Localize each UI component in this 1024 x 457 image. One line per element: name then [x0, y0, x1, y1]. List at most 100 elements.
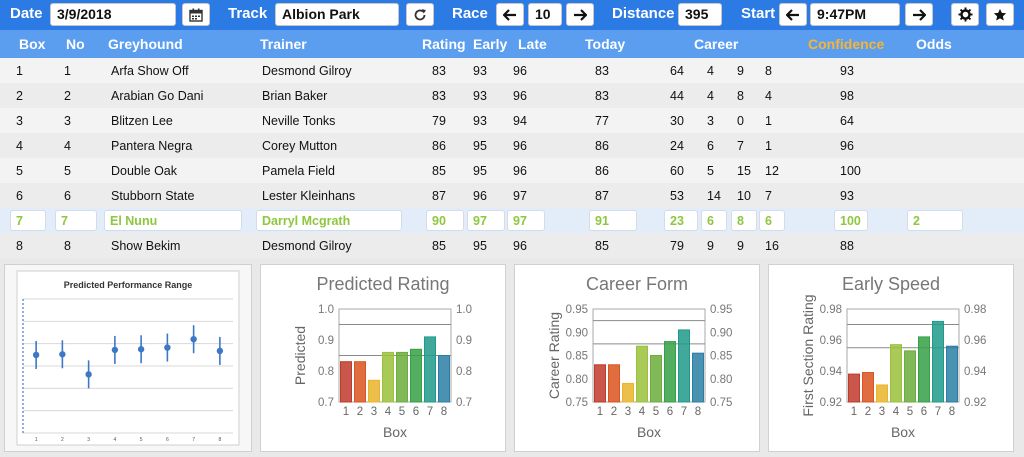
cell-career-wins[interactable]: 6 [701, 210, 727, 231]
cell-career-starts: 64 [670, 64, 684, 78]
date-input[interactable]: 3/9/2018 [50, 3, 176, 26]
cell-rating: 85 [432, 164, 446, 178]
favorite-button[interactable] [986, 3, 1014, 26]
settings-button[interactable] [951, 3, 979, 26]
start-next-button[interactable] [905, 3, 933, 26]
cell-late[interactable]: 97 [507, 210, 545, 231]
cell-today: 85 [595, 239, 609, 253]
track-input[interactable]: Albion Park [275, 3, 399, 26]
cell-career-starts: 44 [670, 89, 684, 103]
cell-box: 3 [16, 114, 23, 128]
col-today[interactable]: Today [585, 36, 626, 52]
x-tick-label: 2 [611, 406, 617, 418]
race-next-button[interactable] [566, 3, 594, 26]
table-row[interactable]: 3 3 Blitzen Lee Neville Tonks 79 93 94 7… [0, 108, 1024, 133]
track-label: Track [228, 5, 268, 22]
race-input[interactable]: 10 [528, 3, 562, 26]
table-row[interactable]: 2 2 Arabian Go Dani Brian Baker 83 93 96… [0, 83, 1024, 108]
refresh-icon [414, 8, 426, 20]
cell-career-seconds[interactable]: 8 [731, 210, 757, 231]
x-tick-label: 4 [113, 437, 116, 443]
cell-career-thirds: 1 [765, 139, 772, 153]
cell-greyhound: Double Oak [111, 164, 178, 178]
date-label: Date [10, 5, 43, 22]
y-tick-label-right: 0.95 [710, 304, 732, 316]
y-tick-label-right: 0.90 [710, 327, 732, 339]
start-time-input[interactable]: 9:47PM [810, 3, 900, 26]
y-tick-label: 0.94 [820, 366, 843, 378]
cell-trainer[interactable]: Darryl Mcgrath [256, 210, 402, 231]
y-tick-label-right: 0.8 [456, 366, 472, 378]
col-confidence[interactable]: Confidence [808, 36, 885, 52]
y-tick-label: 0.96 [820, 335, 842, 347]
cell-greyhound: Pantera Negra [111, 139, 193, 153]
cell-rating: 87 [432, 189, 446, 203]
cell-greyhound: Arabian Go Dani [111, 89, 204, 103]
col-box[interactable]: Box [19, 36, 46, 52]
bar [594, 364, 606, 403]
col-rating[interactable]: Rating [422, 36, 466, 52]
predicted-rating-chart: 0.7 0.7 0.8 0.8 0.9 0.9 1.0 1.0 1 2 3 4 5 6 7 8 Box Predi… [292, 304, 472, 440]
x-tick-label: 6 [667, 406, 673, 418]
cell-late: 96 [513, 89, 527, 103]
cell-greyhound: Show Bekim [111, 239, 181, 253]
col-career[interactable]: Career [694, 36, 739, 52]
cell-confidence: 93 [840, 64, 854, 78]
race-prev-button[interactable] [496, 3, 524, 26]
table-row[interactable]: 1 1 Arfa Show Off Desmond Gilroy 83 93 9… [0, 58, 1024, 83]
refresh-button[interactable] [406, 3, 434, 26]
cell-box[interactable]: 7 [10, 210, 46, 231]
col-early[interactable]: Early [473, 36, 508, 52]
col-late[interactable]: Late [518, 36, 547, 52]
cell-trainer: Desmond Gilroy [262, 64, 352, 78]
data-point [190, 336, 197, 343]
calendar-button[interactable] [182, 3, 210, 26]
cell-confidence: 64 [840, 114, 854, 128]
cell-rating: 86 [432, 139, 446, 153]
bar [890, 344, 902, 403]
cell-early[interactable]: 97 [467, 210, 505, 231]
cell-career-thirds[interactable]: 6 [759, 210, 785, 231]
cell-odds[interactable]: 2 [907, 210, 963, 231]
x-axis-label: Box [891, 424, 915, 440]
x-tick-label: 3 [87, 437, 90, 443]
cell-confidence: 88 [840, 239, 854, 253]
table-row[interactable]: 6 6 Stubborn State Lester Kleinhans 87 9… [0, 183, 1024, 208]
cell-career-wins: 14 [707, 189, 721, 203]
cell-career-wins: 4 [707, 89, 714, 103]
cell-no: 4 [64, 139, 71, 153]
x-tick-label: 1 [35, 437, 38, 443]
data-point [32, 351, 40, 359]
table-row-selected[interactable]: 7 7 El Nunu Darryl Mcgrath 90 97 97 91 2… [0, 208, 1024, 233]
col-odds[interactable]: Odds [916, 36, 952, 52]
cell-career-wins: 9 [707, 239, 714, 253]
start-prev-button[interactable] [779, 3, 807, 26]
cell-early: 95 [473, 139, 487, 153]
cell-no: 8 [64, 239, 71, 253]
cell-rating[interactable]: 90 [426, 210, 464, 231]
table-row[interactable]: 5 5 Double Oak Pamela Field 85 95 96 86 … [0, 158, 1024, 183]
cell-late: 96 [513, 164, 527, 178]
col-trainer[interactable]: Trainer [260, 36, 307, 52]
cell-confidence[interactable]: 100 [834, 210, 868, 231]
x-tick-label: 6 [413, 406, 419, 418]
cell-career-starts: 30 [670, 114, 684, 128]
y-tick-label-right: 0.75 [710, 397, 732, 409]
cell-today[interactable]: 91 [589, 210, 637, 231]
cell-confidence: 96 [840, 139, 854, 153]
x-tick-label: 8 [695, 406, 701, 418]
x-tick-label: 5 [399, 406, 405, 418]
cell-no[interactable]: 7 [55, 210, 97, 231]
arrow-right-icon [574, 8, 587, 21]
chart-title: Early Speed [841, 274, 941, 294]
table-row[interactable]: 8 8 Show Bekim Desmond Gilroy 85 95 96 8… [0, 233, 1024, 258]
distance-input[interactable]: 395 [678, 3, 722, 26]
y-tick-label: 0.80 [566, 374, 588, 386]
cell-trainer: Pamela Field [262, 164, 335, 178]
cell-career-starts[interactable]: 23 [664, 210, 698, 231]
table-row[interactable]: 4 4 Pantera Negra Corey Mutton 86 95 96 … [0, 133, 1024, 158]
col-greyhound[interactable]: Greyhound [108, 36, 183, 52]
col-no[interactable]: No [66, 36, 85, 52]
bar [410, 348, 422, 403]
cell-greyhound[interactable]: El Nunu [104, 210, 242, 231]
